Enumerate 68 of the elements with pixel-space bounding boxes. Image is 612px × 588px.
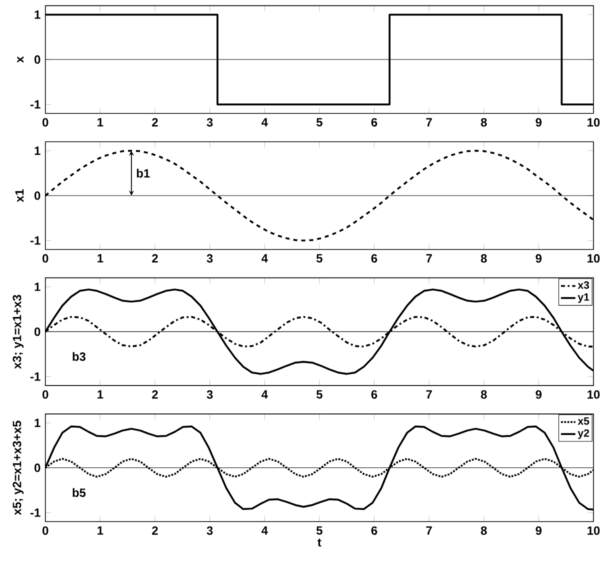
y-tick-label: 1	[34, 10, 40, 19]
y-axis-title: x3; y1=x1+x3	[12, 294, 24, 369]
x-tick-label: 7	[426, 118, 432, 126]
x-tick-label: 9	[536, 254, 542, 263]
x-tick-label: 8	[480, 118, 487, 126]
x-tick-label: 2	[152, 254, 158, 262]
x-tick-label: 4	[261, 254, 268, 262]
x-tick-label: 7	[426, 526, 432, 534]
x-tick-label: 9	[536, 526, 542, 535]
x-tick-label: 5	[316, 390, 322, 399]
x-tick-label: 2	[152, 390, 158, 399]
y-tick-label: 0	[34, 55, 40, 64]
x-tick-label: 6	[371, 118, 378, 126]
x-tick-label: 7	[426, 390, 432, 398]
annotation: b3	[72, 352, 86, 361]
x-tick-label: 1	[98, 254, 104, 262]
x-tick-label: 0	[42, 118, 48, 126]
y-tick-label: 0	[34, 463, 40, 472]
x-tick-label: 10	[588, 254, 600, 263]
x-tick-label: 10	[588, 390, 600, 399]
y-tick-label: 0	[34, 327, 40, 336]
y-tick-label: -1	[30, 236, 40, 245]
x-tick-label: 1	[98, 118, 104, 126]
x-tick-label: 6	[371, 390, 378, 399]
y-axis-title: x5; y2=x1+x3+x5	[12, 420, 24, 515]
y-tick-label: 0	[34, 191, 40, 200]
x-tick-label: 1	[98, 390, 104, 398]
annotation: b5	[72, 488, 86, 497]
x-tick-label: 4	[261, 390, 268, 398]
annotation: b1	[136, 168, 150, 178]
x-tick-label: 7	[426, 254, 432, 262]
x-tick-label: 2	[152, 526, 158, 535]
x-tick-label: 8	[480, 254, 487, 263]
legend-label: x3	[578, 281, 590, 289]
x-tick-label: 4	[261, 526, 268, 534]
y-axis-title: x	[17, 56, 24, 63]
x-tick-label: 8	[480, 526, 487, 535]
x-tick-label: 5	[316, 118, 322, 126]
x-tick-label: 4	[261, 118, 268, 126]
x-tick-label: 9	[536, 118, 542, 126]
x-tick-label: 0	[42, 390, 48, 399]
y-axis-title: x1	[15, 189, 24, 202]
x-tick-label: 10	[588, 118, 600, 126]
legend-label: y2	[578, 429, 590, 439]
legend-label: y1	[578, 293, 590, 303]
x-tick-label: 2	[152, 118, 158, 126]
y-tick-label: 1	[34, 282, 40, 291]
x-tick-label: 9	[536, 390, 542, 399]
x-tick-label: 0	[42, 254, 48, 263]
y-tick-label: 1	[34, 418, 40, 427]
y-tick-label: -1	[30, 100, 40, 108]
x-tick-label: 3	[206, 526, 213, 535]
legend-label: x5	[578, 417, 590, 425]
x-tick-label: 6	[371, 526, 378, 535]
x-tick-label: 0	[42, 526, 48, 535]
x-tick-label: 3	[206, 390, 213, 399]
x-tick-label: 1	[98, 526, 104, 534]
x-tick-label: 5	[316, 254, 322, 262]
y-tick-label: -1	[30, 508, 40, 517]
x-tick-label: 5	[316, 526, 322, 535]
x-axis-title: t	[318, 538, 322, 546]
y-tick-label: 1	[34, 146, 40, 155]
x-tick-label: 8	[480, 390, 487, 399]
y-tick-label: -1	[30, 372, 40, 381]
x-tick-label: 10	[588, 526, 600, 535]
x-tick-label: 3	[206, 254, 213, 263]
x-tick-label: 6	[371, 254, 378, 263]
x-tick-label: 3	[206, 118, 213, 126]
